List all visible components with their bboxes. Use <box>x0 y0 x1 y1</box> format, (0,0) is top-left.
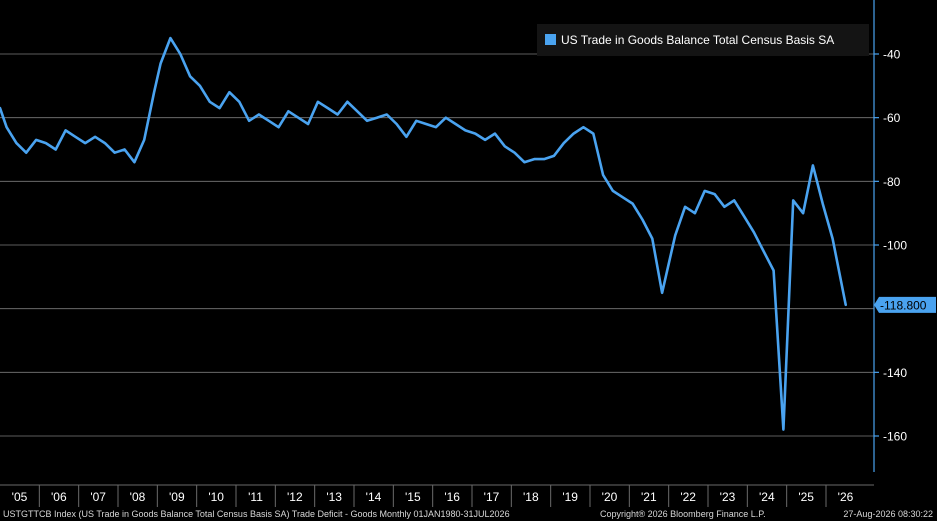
x-tick-label: '11 <box>248 490 263 504</box>
y-tick-label: -60 <box>883 111 901 125</box>
x-tick-label: '12 <box>287 490 303 504</box>
gridlines <box>0 53 874 437</box>
x-tick-label: '26 <box>838 490 854 504</box>
series-layer <box>0 36 848 431</box>
x-tick-label: '08 <box>130 490 146 504</box>
x-tick-label: '20 <box>602 490 618 504</box>
x-tick-label: '22 <box>680 490 696 504</box>
y-tick-label: -40 <box>883 48 901 62</box>
footer-source: USTGTTCB Index (US Trade in Goods Balanc… <box>3 509 510 519</box>
legend-label: US Trade in Goods Balance Total Census B… <box>561 33 834 47</box>
footer-copyright: Copyright® 2026 Bloomberg Finance L.P. <box>600 509 766 519</box>
x-tick-label: '07 <box>90 490 106 504</box>
x-tick-label: '14 <box>366 490 382 504</box>
x-tick-label: '18 <box>523 490 539 504</box>
x-tick-label: '23 <box>720 490 736 504</box>
legend-swatch <box>545 34 556 45</box>
x-axis-ticks: '05 '06 '07 '08 '09 '10 '11 '12 '13 '14 '15 '16 '17 '… <box>12 485 854 507</box>
x-tick-label: '10 <box>208 490 224 504</box>
y-tick-label: -140 <box>883 366 907 380</box>
x-tick-label: '21 <box>641 490 657 504</box>
x-tick-label: '13 <box>326 490 342 504</box>
x-tick-label: '24 <box>759 490 775 504</box>
last-value-label: -118.800 <box>880 298 927 312</box>
series-line <box>0 36 848 431</box>
y-tick-label: -160 <box>883 430 907 444</box>
x-tick-label: '19 <box>562 490 578 504</box>
legend-box <box>537 24 869 56</box>
x-tick-label: '09 <box>169 490 185 504</box>
x-tick-label: '25 <box>798 490 814 504</box>
last-value-marker: -118.800 <box>874 296 936 313</box>
y-tick-label: -80 <box>883 175 901 189</box>
y-axis-ticks: -40 -60 -80 -100 -140 -160 <box>874 48 907 444</box>
y-tick-label: -100 <box>883 239 907 253</box>
x-tick-label: '06 <box>51 490 67 504</box>
x-tick-label: '17 <box>484 490 500 504</box>
x-tick-label: '15 <box>405 490 421 504</box>
legend[interactable]: US Trade in Goods Balance Total Census B… <box>537 24 869 56</box>
footer-timestamp: 27-Aug-2026 08:30:22 <box>843 509 933 519</box>
x-tick-label: '05 <box>12 490 28 504</box>
last-value-box <box>874 296 936 313</box>
footer: USTGTTCB Index (US Trade in Goods Balanc… <box>0 507 937 521</box>
x-tick-label: '16 <box>444 490 460 504</box>
